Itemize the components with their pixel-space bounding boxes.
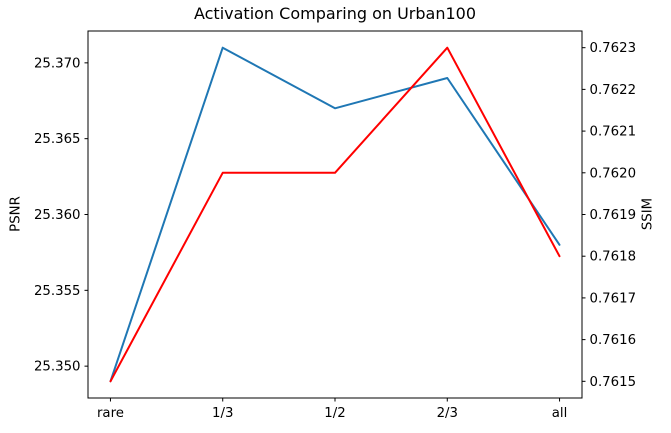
left-tick-label: 25.360 [34, 208, 81, 223]
x-tick-label: all [552, 406, 568, 421]
left-tick-label: 25.355 [34, 284, 81, 299]
psnr-line [109, 46, 561, 383]
x-tick-label: 1/2 [324, 406, 345, 421]
x-tick-label: 1/3 [212, 406, 233, 421]
x-tick-label: rare [97, 406, 124, 421]
right-tick-label: 0.7623 [590, 41, 637, 56]
right-tick-label: 0.7619 [590, 208, 637, 223]
left-tick-label: 25.370 [34, 56, 81, 71]
plot-frame [87, 30, 583, 399]
right-tick-label: 0.7616 [590, 333, 637, 348]
right-tick-label: 0.7618 [590, 250, 637, 265]
right-tick-label: 0.7615 [590, 375, 637, 390]
right-tick-label: 0.7617 [590, 291, 637, 306]
x-tick-label: 2/3 [437, 406, 458, 421]
right-tick-label: 0.7621 [590, 125, 637, 140]
chart-title: Activation Comparing on Urban100 [193, 4, 477, 23]
left-tick-label: 25.365 [34, 132, 81, 147]
right-tick-label: 0.7620 [590, 166, 637, 181]
ssim-line [109, 46, 561, 383]
left-tick-label: 25.350 [34, 360, 81, 375]
right-tick-label: 0.7622 [590, 83, 637, 98]
